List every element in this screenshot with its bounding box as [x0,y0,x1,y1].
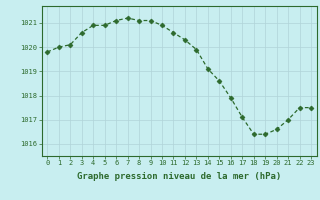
X-axis label: Graphe pression niveau de la mer (hPa): Graphe pression niveau de la mer (hPa) [77,172,281,181]
